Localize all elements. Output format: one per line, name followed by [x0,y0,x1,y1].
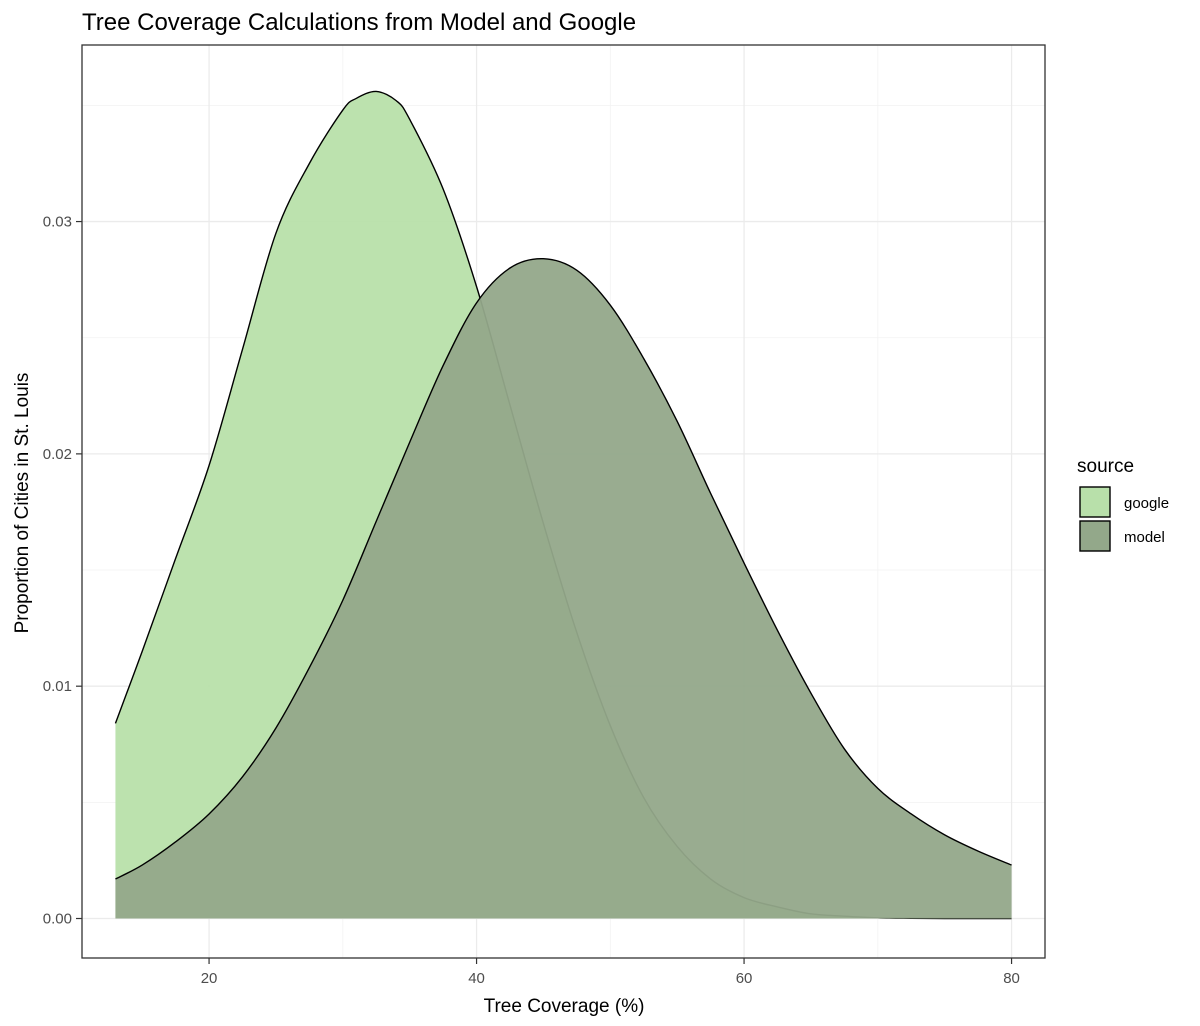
density-line-model [115,258,1012,880]
legend: source google model [1077,456,1169,552]
density-area-model [115,258,1012,919]
y-axis-title: Proportion of Cities in St. Louis [12,373,33,634]
y-tick-label: 0.02 [43,446,72,463]
legend-swatch-model [1079,520,1111,552]
y-tick-label: 0.01 [43,678,72,695]
x-tick-label: 80 [1003,970,1020,987]
x-axis-title: Tree Coverage (%) [484,996,645,1017]
panel-border [81,44,1046,959]
y-tick-label: 0.03 [43,214,72,231]
y-axis: 0.00 0.01 0.02 0.03 [43,214,82,928]
chart-title: Tree Coverage Calculations from Model an… [82,9,636,36]
density-areas [114,90,1012,920]
x-tick-label: 20 [201,970,218,987]
y-tick-label: 0.00 [43,911,72,928]
legend-label-google: google [1124,495,1169,512]
x-axis: 20 40 60 80 [201,958,1020,987]
plot-panel [81,44,1046,959]
legend-swatch-google [1079,486,1111,518]
legend-label-model: model [1124,529,1165,546]
legend-title: source [1077,456,1134,477]
x-tick-label: 40 [468,970,485,987]
x-tick-label: 60 [736,970,753,987]
